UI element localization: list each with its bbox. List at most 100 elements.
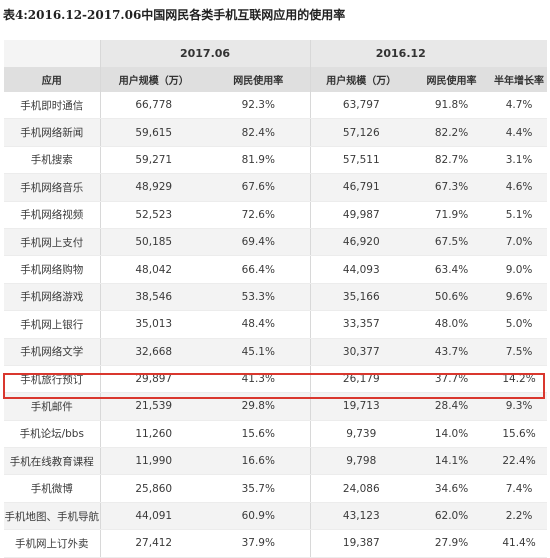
cell-rate-2017: 29.8% [207,392,311,421]
cell-users-2016: 24,086 [310,474,413,503]
cell-rate-2016: 82.7% [412,146,492,175]
cell-rate-2016: 50.6% [412,283,492,312]
cell-app: 手机网络购物 [4,255,101,284]
cell-rate-2017: 67.6% [207,173,311,202]
cell-users-2017: 44,091 [100,502,207,531]
table-row: 手机网上银行 35,013 48.4% 33,357 48.0% 5.0% [4,310,548,339]
cell-users-2017: 48,929 [100,173,207,202]
table-row: 手机网络新闻 59,615 82.4% 57,126 82.2% 4.4% [4,118,548,147]
period-header-row: 2017.06 2016.12 [4,40,548,67]
cell-users-2017: 50,185 [100,228,207,257]
table-row: 手机微博 25,860 35.7% 24,086 34.6% 7.4% [4,474,548,503]
cell-growth: 7.5% [491,338,548,366]
cell-growth: 14.2% [491,365,548,394]
cell-rate-2017: 72.6% [207,201,311,229]
cell-app: 手机网络文学 [4,338,101,366]
cell-rate-2017: 69.4% [207,228,311,257]
column-header-growth: 半年增长率 [491,67,548,92]
cell-rate-2017: 60.9% [207,502,311,531]
cell-users-2017: 21,539 [100,392,207,421]
cell-users-2016: 43,123 [310,502,413,531]
cell-app: 手机地图、手机导航 [4,502,101,531]
column-header-users-2017: 用户规模（万） [100,67,207,92]
cell-growth: 7.4% [491,474,548,503]
cell-rate-2016: 62.0% [412,502,492,531]
cell-app: 手机在线教育课程 [4,447,101,476]
period-header-2017-06: 2017.06 [100,40,311,67]
cell-users-2017: 59,615 [100,118,207,147]
cell-growth: 5.1% [491,201,548,229]
cell-users-2016: 33,357 [310,310,413,339]
table-row: 手机网络文学 32,668 45.1% 30,377 43.7% 7.5% [4,338,548,366]
cell-rate-2017: 82.4% [207,118,311,147]
usage-table: 2017.06 2016.12 应用 用户规模（万） 网民使用率 用户规模（万）… [4,40,548,558]
cell-users-2016: 9,739 [310,420,413,449]
cell-rate-2017: 16.6% [207,447,311,476]
cell-users-2016: 44,093 [310,255,413,284]
cell-users-2016: 30,377 [310,338,413,366]
table-row: 手机即时通信 66,778 92.3% 63,797 91.8% 4.7% [4,92,548,120]
cell-users-2017: 11,990 [100,447,207,476]
cell-app: 手机网上订外卖 [4,529,101,558]
header-blank-cell [4,40,101,67]
cell-app: 手机网络新闻 [4,118,101,147]
cell-growth: 5.0% [491,310,548,339]
column-header-app: 应用 [4,67,101,92]
table-row: 手机搜索 59,271 81.9% 57,511 82.7% 3.1% [4,146,548,175]
cell-app: 手机网上银行 [4,310,101,339]
cell-app: 手机邮件 [4,392,101,421]
cell-rate-2016: 43.7% [412,338,492,366]
table-row: 手机网络购物 48,042 66.4% 44,093 63.4% 9.0% [4,255,548,284]
column-header-users-2016: 用户规模（万） [310,67,413,92]
cell-rate-2017: 35.7% [207,474,311,503]
cell-users-2017: 11,260 [100,420,207,449]
cell-users-2017: 38,546 [100,283,207,312]
cell-rate-2016: 48.0% [412,310,492,339]
table-row: 手机论坛/bbs 11,260 15.6% 9,739 14.0% 15.6% [4,420,548,449]
cell-growth: 9.3% [491,392,548,421]
cell-users-2017: 25,860 [100,474,207,503]
cell-rate-2016: 14.1% [412,447,492,476]
cell-growth: 4.4% [491,118,548,147]
cell-app: 手机网络音乐 [4,173,101,202]
column-header-rate-2016: 网民使用率 [412,67,492,92]
cell-users-2016: 19,713 [310,392,413,421]
cell-rate-2017: 48.4% [207,310,311,339]
table-row: 手机在线教育课程 11,990 16.6% 9,798 14.1% 22.4% [4,447,548,476]
cell-rate-2017: 66.4% [207,255,311,284]
cell-users-2017: 27,412 [100,529,207,558]
table-row: 手机网络视频 52,523 72.6% 49,987 71.9% 5.1% [4,201,548,229]
cell-app: 手机网上支付 [4,228,101,257]
cell-users-2016: 26,179 [310,365,413,394]
cell-users-2016: 9,798 [310,447,413,476]
cell-users-2016: 57,511 [310,146,413,175]
table-row: 手机网上支付 50,185 69.4% 46,920 67.5% 7.0% [4,228,548,257]
cell-rate-2016: 14.0% [412,420,492,449]
cell-app: 手机论坛/bbs [4,420,101,449]
cell-app: 手机网络游戏 [4,283,101,312]
cell-rate-2017: 92.3% [207,92,311,120]
cell-rate-2016: 63.4% [412,255,492,284]
cell-users-2016: 63,797 [310,92,413,120]
table-row: 手机网络游戏 38,546 53.3% 35,166 50.6% 9.6% [4,283,548,312]
cell-users-2016: 46,920 [310,228,413,257]
cell-users-2017: 66,778 [100,92,207,120]
cell-rate-2016: 34.6% [412,474,492,503]
cell-users-2016: 49,987 [310,201,413,229]
cell-rate-2017: 15.6% [207,420,311,449]
table-row: 手机邮件 21,539 29.8% 19,713 28.4% 9.3% [4,392,548,421]
cell-growth: 22.4% [491,447,548,476]
cell-users-2016: 35,166 [310,283,413,312]
cell-rate-2017: 53.3% [207,283,311,312]
cell-growth: 41.4% [491,529,548,558]
cell-rate-2017: 45.1% [207,338,311,366]
period-header-2016-12: 2016.12 [310,40,492,67]
cell-rate-2016: 67.3% [412,173,492,202]
column-header-rate-2017: 网民使用率 [207,67,311,92]
cell-rate-2016: 28.4% [412,392,492,421]
cell-app: 手机即时通信 [4,92,101,120]
cell-rate-2016: 37.7% [412,365,492,394]
cell-users-2017: 48,042 [100,255,207,284]
cell-growth: 4.7% [491,92,548,120]
cell-users-2017: 59,271 [100,146,207,175]
